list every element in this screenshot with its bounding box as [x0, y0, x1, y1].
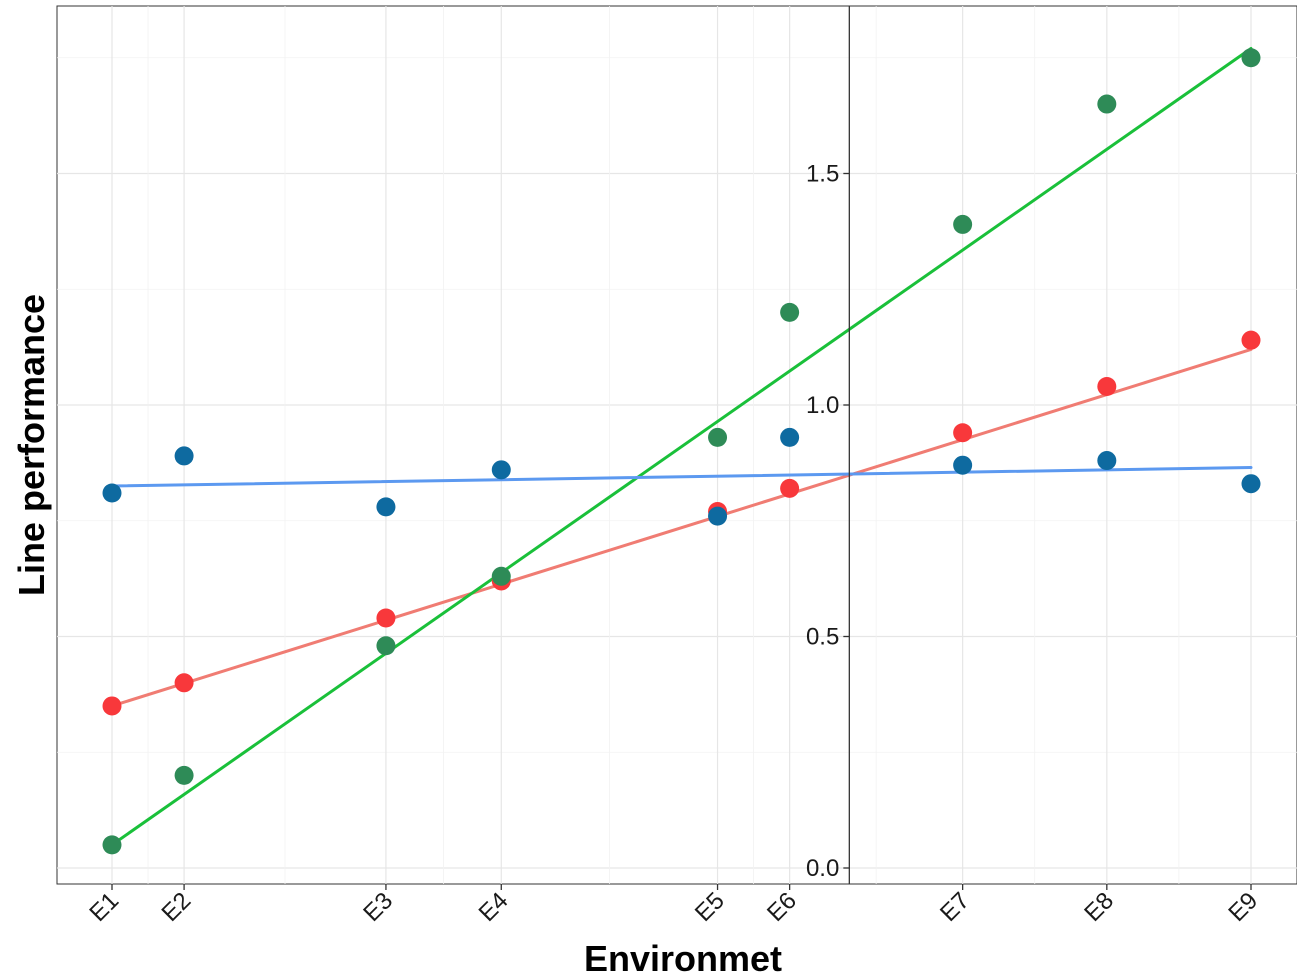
regression-lines [110, 46, 1253, 847]
y-tick-label: 0.5 [806, 624, 839, 651]
data-point-series-3 [1097, 451, 1117, 471]
data-point-series-3 [708, 506, 728, 526]
x-tick-label: E2 [156, 887, 196, 927]
regression-line-3 [110, 466, 1253, 488]
data-point-series-1 [102, 696, 122, 716]
data-point-series-3 [780, 427, 800, 447]
x-tick-label: E9 [1223, 887, 1263, 927]
regression-line-1 [110, 347, 1253, 708]
x-tick-label: E1 [84, 887, 124, 927]
y-axis-title: Line performance [11, 294, 52, 596]
regression-line-2 [110, 46, 1253, 847]
data-point-series-1 [1097, 376, 1117, 396]
x-axis-title: Environmet [584, 938, 782, 977]
data-point-series-2 [376, 636, 396, 656]
x-axis-ticks: E1 E2 E3 E4 E5 E6 E7 E8 E9 [84, 884, 1263, 927]
data-point-series-2 [1241, 48, 1261, 68]
data-point-series-3 [174, 446, 194, 466]
data-point-series-1 [953, 423, 973, 443]
x-tick-label: E4 [474, 887, 514, 927]
data-point-series-3 [1241, 474, 1261, 494]
data-point-series-3 [491, 460, 511, 480]
y-tick-label: 1.0 [806, 392, 839, 419]
x-tick-label: E5 [690, 887, 730, 927]
data-point-series-3 [953, 455, 973, 475]
data-point-series-2 [708, 427, 728, 447]
data-point-series-1 [376, 608, 396, 628]
data-point-series-2 [780, 302, 800, 322]
data-point-series-1 [780, 478, 800, 498]
y-tick-label: 1.5 [806, 161, 839, 188]
x-tick-label: E6 [762, 887, 802, 927]
data-point-series-3 [376, 497, 396, 517]
x-tick-label: E8 [1079, 887, 1119, 927]
data-point-series-2 [174, 765, 194, 785]
x-tick-label: E3 [358, 887, 398, 927]
x-tick-label: E7 [935, 887, 975, 927]
y-tick-label: 0.0 [806, 855, 839, 882]
data-point-series-1 [174, 673, 194, 693]
data-point-series-2 [953, 214, 973, 234]
y-axis-ticks: 0.0 0.5 1.0 1.5 [806, 161, 850, 882]
data-point-series-2 [102, 835, 122, 855]
data-points [102, 48, 1261, 855]
data-point-series-3 [102, 483, 122, 503]
data-point-series-2 [491, 566, 511, 586]
data-point-series-1 [1241, 330, 1261, 350]
data-point-series-2 [1097, 94, 1117, 114]
